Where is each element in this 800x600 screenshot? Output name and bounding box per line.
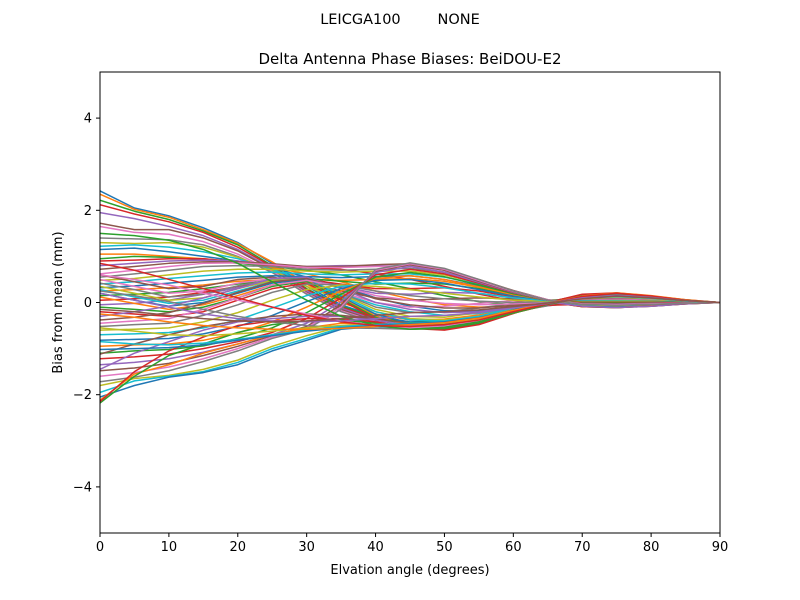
x-tick-label: 50 xyxy=(436,540,453,555)
series-line-65 xyxy=(100,292,720,323)
x-axis-label: Elvation angle (degrees) xyxy=(330,563,489,578)
series-line-63 xyxy=(100,232,720,330)
x-tick-label: 40 xyxy=(367,540,384,555)
series-line-35 xyxy=(100,276,720,318)
series-line-64 xyxy=(100,262,720,328)
x-tick-label: 20 xyxy=(230,540,247,555)
series-line-48 xyxy=(100,262,720,383)
y-tick-label: −2 xyxy=(73,388,92,403)
x-tick-label: 30 xyxy=(298,540,315,555)
y-tick-label: 0 xyxy=(84,296,92,311)
figure-suptitle: LEICGA100 NONE xyxy=(320,12,480,28)
x-tick-label: 60 xyxy=(505,540,522,555)
x-tick-label: 70 xyxy=(574,540,591,555)
x-tick-label: 80 xyxy=(643,540,660,555)
x-tick-label: 10 xyxy=(161,540,178,555)
y-tick-label: 4 xyxy=(84,112,92,127)
chart-title: Delta Antenna Phase Biases: BeiDOU-E2 xyxy=(259,50,562,68)
y-tick-label: −4 xyxy=(73,480,92,495)
y-tick-label: 2 xyxy=(84,204,92,219)
x-tick-label: 90 xyxy=(712,540,729,555)
plot-area xyxy=(99,71,721,534)
x-axis: 0 10 20 30 40 50 60 70 80 90 xyxy=(96,533,728,555)
series-line-43 xyxy=(100,271,720,354)
series-line-66 xyxy=(100,295,720,323)
series-group xyxy=(100,190,720,404)
y-axis: −4 −2 0 2 4 xyxy=(73,112,100,495)
x-tick-label: 0 xyxy=(96,540,104,555)
y-axis-label: Bias from mean (mm) xyxy=(51,231,66,373)
